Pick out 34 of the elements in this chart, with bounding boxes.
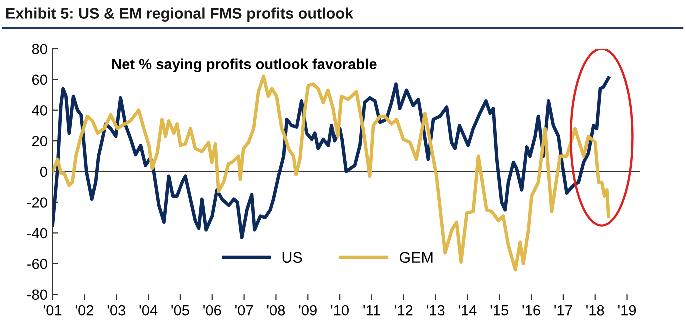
x-tick-label: '07 bbox=[236, 305, 254, 316]
line-series bbox=[52, 76, 610, 240]
legend-label: US bbox=[282, 252, 302, 264]
x-tick-label: '19 bbox=[618, 305, 636, 316]
x-tick-label: '13 bbox=[427, 305, 445, 316]
x-tick-label: '02 bbox=[76, 305, 94, 316]
y-tick-label: -40 bbox=[28, 228, 48, 239]
y-tick-label: 80 bbox=[32, 44, 48, 54]
y-tick-label: -80 bbox=[28, 290, 48, 300]
y-tick-label: 0 bbox=[40, 166, 48, 178]
x-tick-label: '10 bbox=[331, 305, 349, 316]
x-tick-label: '04 bbox=[140, 305, 158, 316]
x-tick-label: '06 bbox=[204, 305, 222, 316]
y-tick-label: 60 bbox=[32, 74, 48, 86]
x-tick-label: '01 bbox=[44, 305, 62, 316]
x-tick-label: '14 bbox=[458, 306, 477, 316]
x-tick-label: '12 bbox=[395, 305, 413, 316]
x-tick-label: '09 bbox=[299, 305, 317, 316]
chart-title: Exhibit 5: US & EM regional FMS profits outlook bbox=[6, 8, 354, 22]
legend-label: GEM bbox=[400, 252, 433, 264]
y-tick-label: 40 bbox=[32, 105, 48, 116]
x-tick-label: '11 bbox=[364, 306, 380, 316]
y-tick-label: -20 bbox=[28, 198, 48, 208]
x-tick-label: '08 bbox=[267, 305, 286, 316]
x-tick-label: '15 bbox=[490, 306, 509, 316]
x-tick-label: '05 bbox=[172, 305, 190, 316]
x-tick-label: '16 bbox=[522, 305, 540, 316]
text: Net % saying profits outlook favorable bbox=[112, 58, 377, 72]
x-tick-label: '03 bbox=[108, 305, 126, 316]
y-tick-label: -60 bbox=[28, 258, 48, 270]
x-tick-label: '18 bbox=[586, 305, 604, 316]
x-tick-label: '17 bbox=[554, 306, 572, 316]
y-tick-label: 20 bbox=[32, 136, 48, 147]
line-series bbox=[52, 74, 610, 272]
